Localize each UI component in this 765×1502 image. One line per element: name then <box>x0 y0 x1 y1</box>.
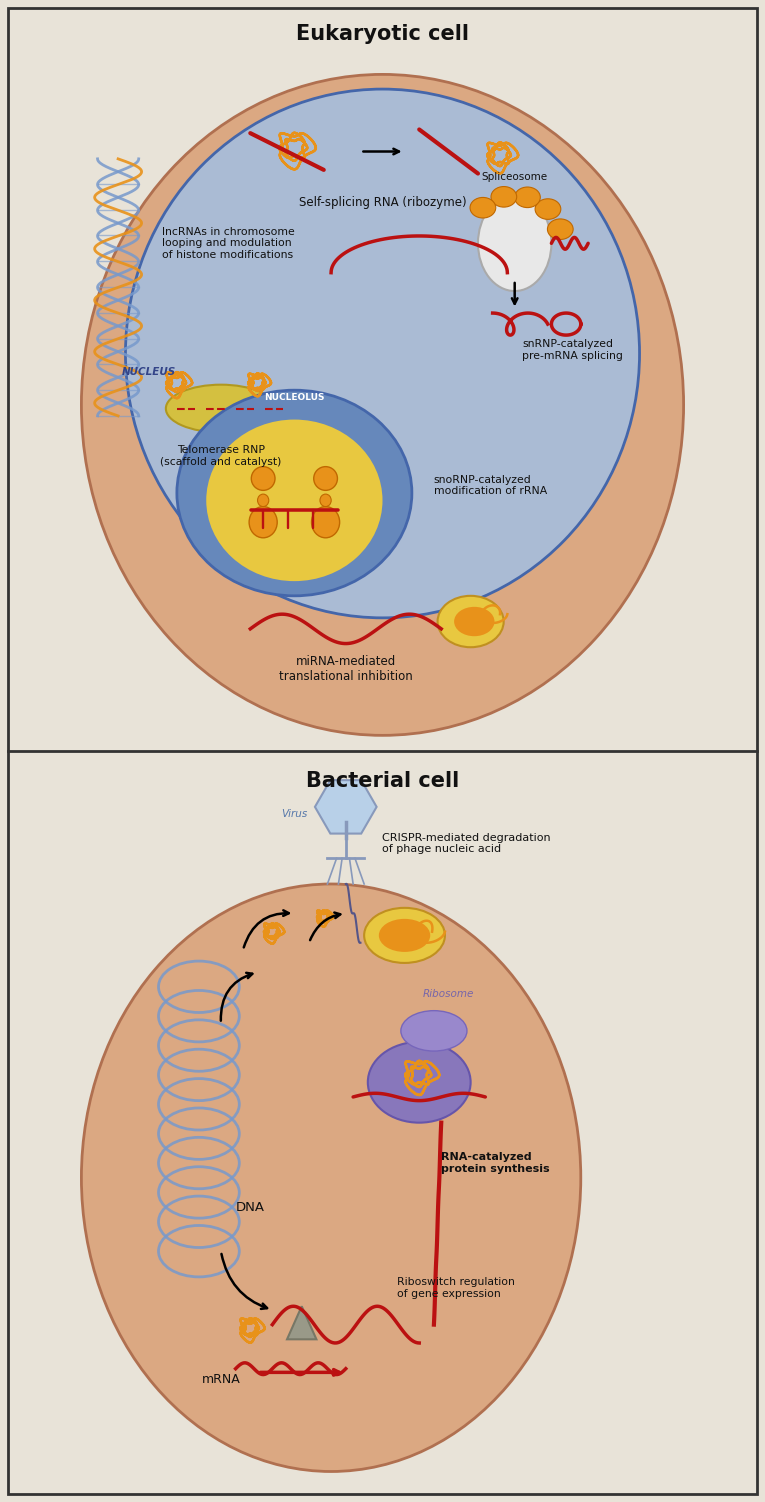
Text: Eukaryotic cell: Eukaryotic cell <box>296 24 469 44</box>
Text: Spliceosome: Spliceosome <box>482 173 548 182</box>
Ellipse shape <box>470 197 496 218</box>
Polygon shape <box>287 1307 317 1340</box>
Text: Self-splicing RNA (ribozyme): Self-splicing RNA (ribozyme) <box>298 197 467 209</box>
Text: Riboswitch regulation
of gene expression: Riboswitch regulation of gene expression <box>397 1277 515 1299</box>
Text: snRNP-catalyzed
pre-mRNA splicing: snRNP-catalyzed pre-mRNA splicing <box>522 339 623 360</box>
Ellipse shape <box>401 1011 467 1051</box>
Ellipse shape <box>478 195 552 291</box>
Text: Virus: Virus <box>282 810 308 819</box>
Ellipse shape <box>258 494 269 506</box>
Ellipse shape <box>311 506 340 538</box>
Ellipse shape <box>368 1042 470 1122</box>
Text: CRISPR-mediated degradation
of phage nucleic acid: CRISPR-mediated degradation of phage nuc… <box>382 832 551 855</box>
Ellipse shape <box>535 198 561 219</box>
Text: Ribosome: Ribosome <box>423 990 474 999</box>
Text: snoRNP-catalyzed
modification of rRNA: snoRNP-catalyzed modification of rRNA <box>434 475 547 497</box>
Ellipse shape <box>438 596 503 647</box>
Ellipse shape <box>491 186 516 207</box>
Text: lncRNAs in chromosome
looping and modulation
of histone modifications: lncRNAs in chromosome looping and modula… <box>162 227 295 260</box>
Ellipse shape <box>454 607 494 637</box>
Text: Telomerase RNP
(scaffold and catalyst): Telomerase RNP (scaffold and catalyst) <box>160 446 282 467</box>
Ellipse shape <box>207 419 382 581</box>
Ellipse shape <box>249 506 277 538</box>
Text: NUCLEOLUS: NUCLEOLUS <box>264 394 324 403</box>
Text: miRNA-mediated
translational inhibition: miRNA-mediated translational inhibition <box>279 655 412 683</box>
Text: mRNA: mRNA <box>201 1373 240 1386</box>
Ellipse shape <box>515 188 540 207</box>
Ellipse shape <box>314 467 337 490</box>
Text: RNA-catalyzed
protein synthesis: RNA-catalyzed protein synthesis <box>441 1152 550 1175</box>
Ellipse shape <box>251 467 275 490</box>
Ellipse shape <box>177 391 412 596</box>
Ellipse shape <box>320 494 331 506</box>
Ellipse shape <box>166 385 276 433</box>
Ellipse shape <box>548 219 573 239</box>
Ellipse shape <box>81 75 684 736</box>
Text: DNA: DNA <box>236 1200 265 1214</box>
Ellipse shape <box>125 89 640 617</box>
Ellipse shape <box>81 885 581 1472</box>
Ellipse shape <box>364 907 445 963</box>
Ellipse shape <box>379 919 430 952</box>
Text: Bacterial cell: Bacterial cell <box>306 771 459 792</box>
Text: NUCLEUS: NUCLEUS <box>122 366 176 377</box>
